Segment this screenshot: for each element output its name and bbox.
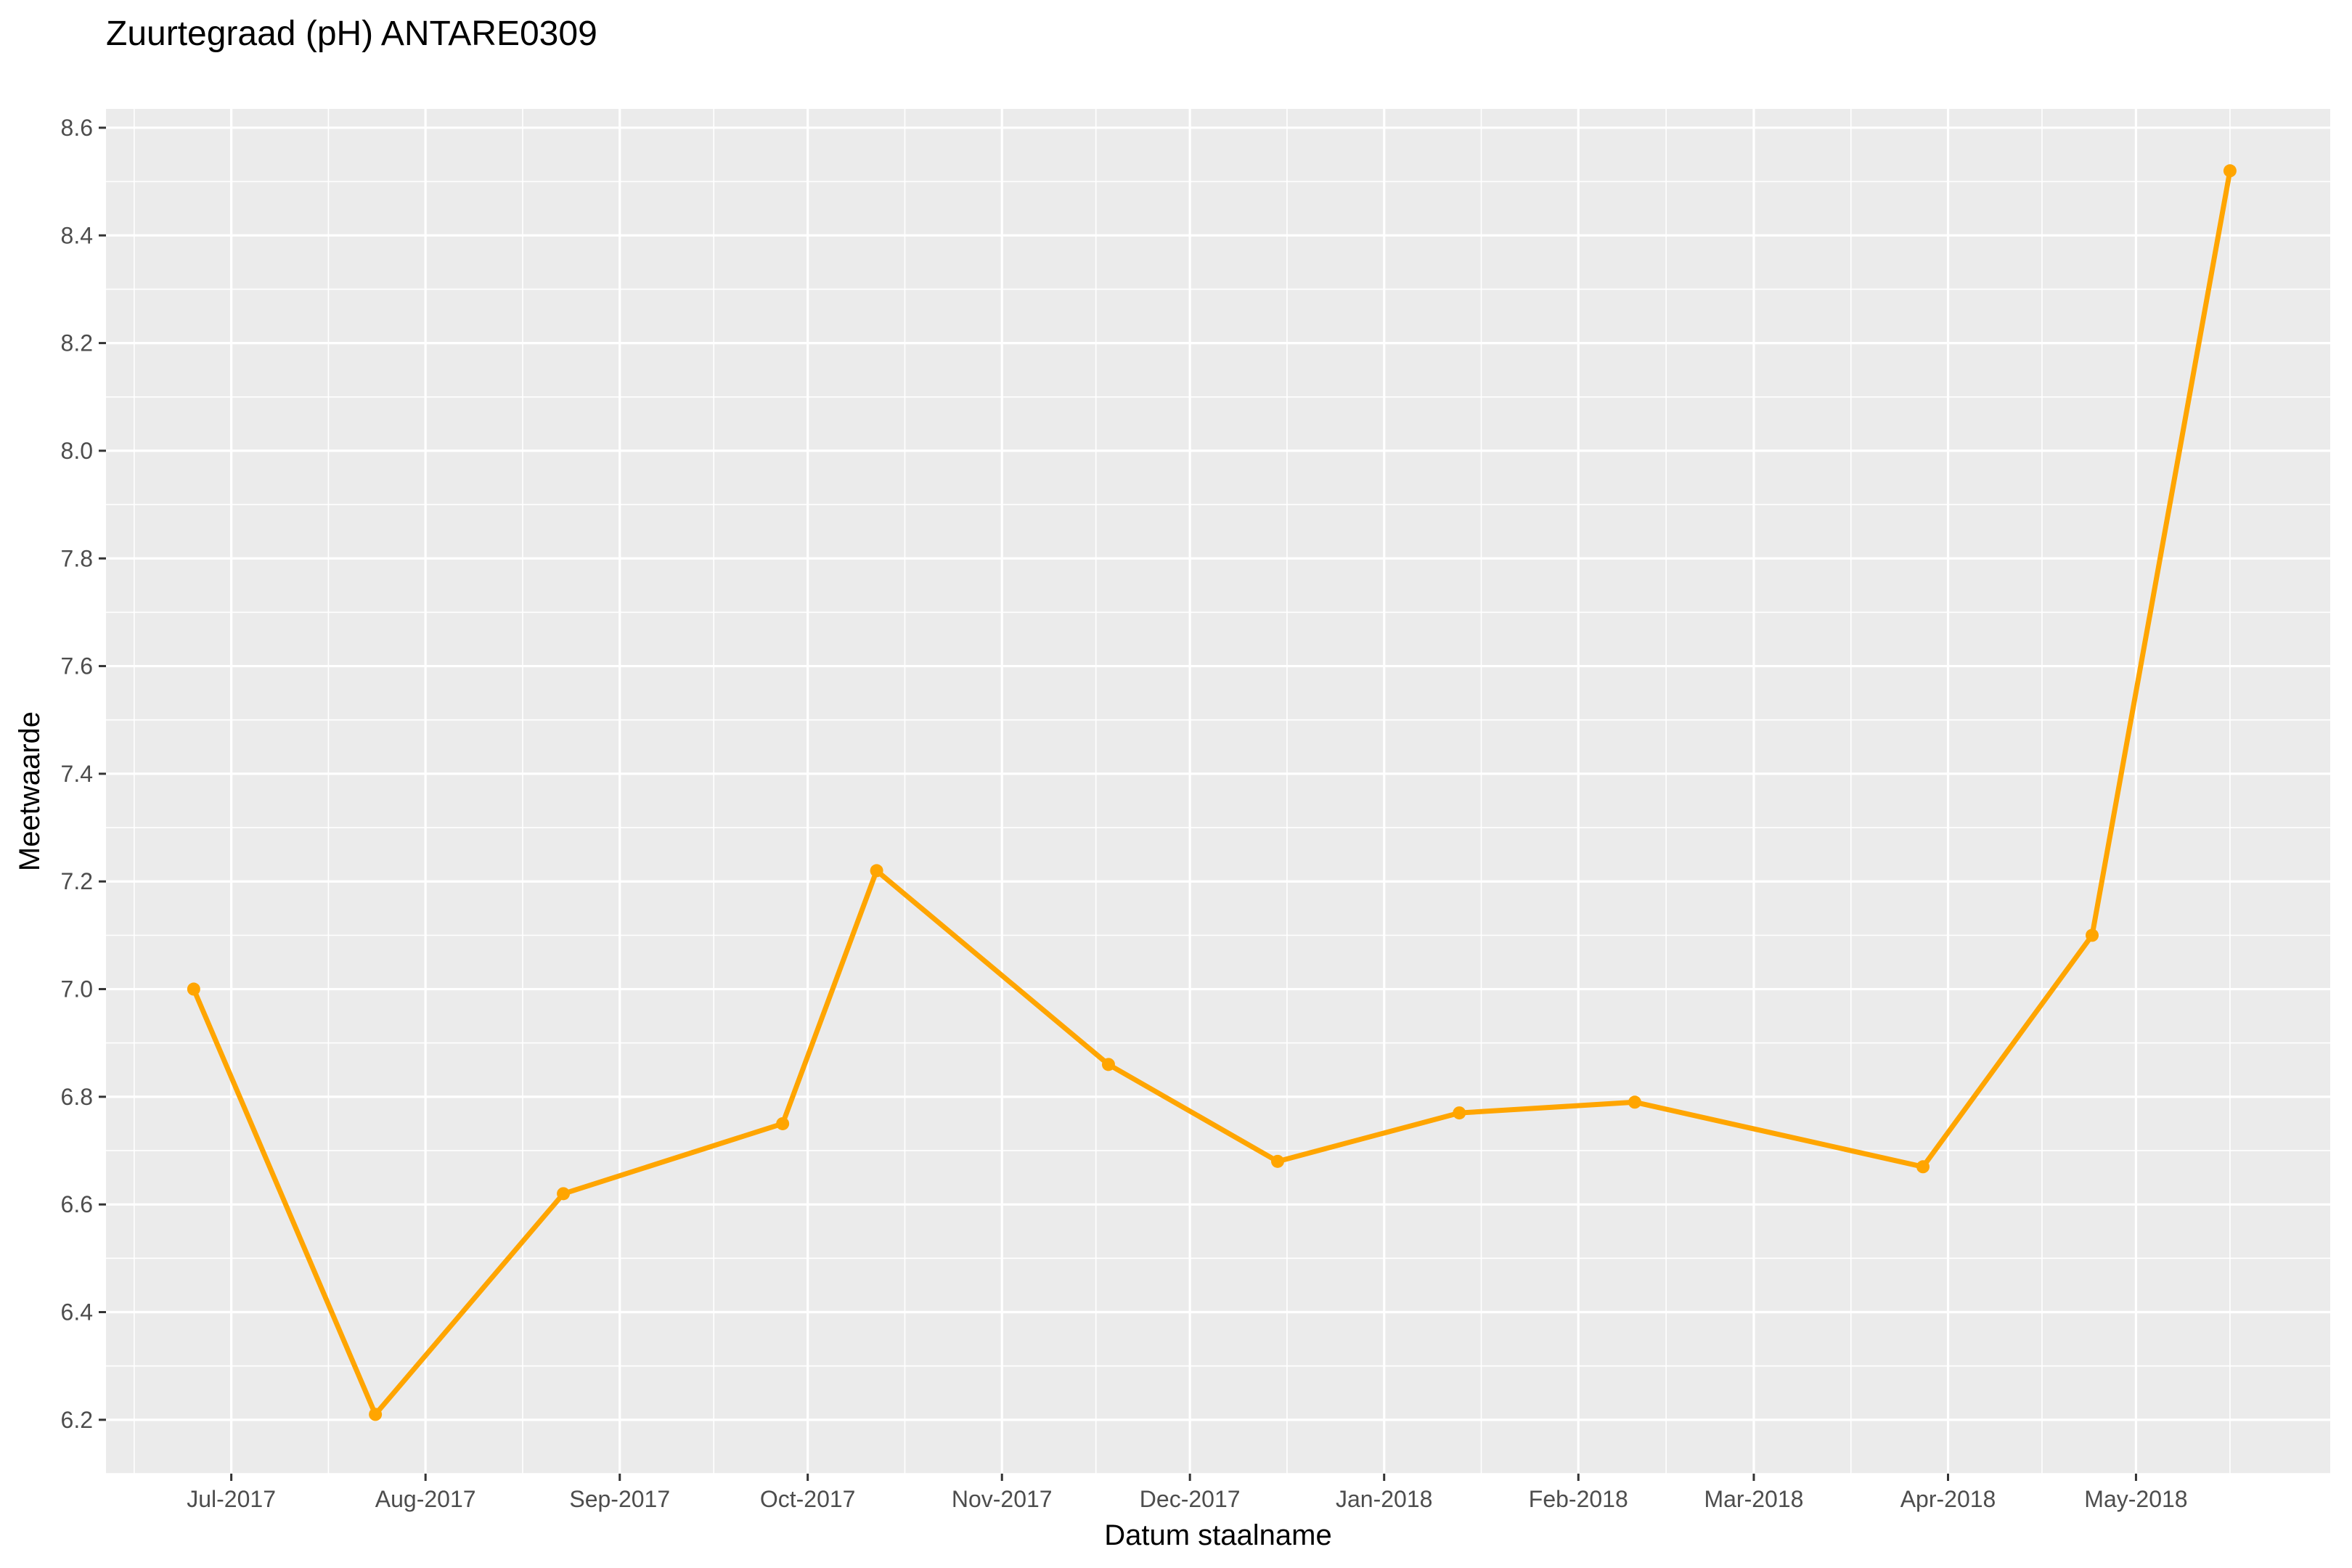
x-tick-label: Feb-2018 [1529, 1486, 1628, 1512]
data-point [776, 1116, 790, 1130]
x-axis: Jul-2017 Aug-2017 Sep-2017 Oct-2017 Nov-2017… [187, 1474, 2188, 1512]
x-axis-title: Datum staalname [1104, 1519, 1331, 1551]
data-point [187, 982, 200, 996]
y-tick-label: 6.2 [61, 1407, 93, 1433]
y-tick-label: 7.2 [61, 868, 93, 894]
series-line [191, 168, 2233, 1417]
data-point [1916, 1160, 1930, 1174]
x-tick-label: Dec-2017 [1140, 1486, 1241, 1512]
y-tick-label: 8.6 [61, 115, 93, 141]
data-point [870, 864, 883, 878]
chart-title: Zuurtegraad (pH) ANTARE0309 [106, 15, 597, 53]
x-tick-label: Jan-2018 [1336, 1486, 1432, 1512]
data-point [1101, 1058, 1115, 1071]
major-gridlines [106, 109, 2330, 1474]
x-tick-label: Sep-2017 [569, 1486, 670, 1512]
y-tick-label: 7.8 [61, 545, 93, 571]
y-tick-label: 7.0 [61, 976, 93, 1003]
y-tick-label: 8.4 [61, 222, 93, 248]
y-axis: 6.2 6.4 6.6 6.8 7.0 7.2 7.4 7.6 7.8 8.0 8.2 8.4 8.6 [61, 115, 106, 1433]
x-tick-label: Nov-2017 [952, 1486, 1053, 1512]
data-point [2223, 164, 2237, 178]
y-tick-label: 8.0 [61, 438, 93, 464]
data-point [1453, 1106, 1466, 1120]
data-point [2086, 928, 2099, 942]
x-tick-label: Aug-2017 [375, 1486, 476, 1512]
x-tick-label: May-2018 [2084, 1486, 2187, 1512]
minor-gridlines [106, 109, 2330, 1474]
x-tick-label: Apr-2018 [1900, 1486, 1996, 1512]
y-tick-label: 6.6 [61, 1191, 93, 1217]
y-tick-label: 6.8 [61, 1084, 93, 1110]
x-tick-label: Oct-2017 [760, 1486, 856, 1512]
y-tick-label: 7.6 [61, 653, 93, 679]
plot-panel [106, 109, 2330, 1474]
data-point [1628, 1095, 1641, 1109]
data-point [1270, 1154, 1284, 1168]
x-tick-label: Mar-2018 [1704, 1486, 1803, 1512]
y-tick-label: 6.4 [61, 1299, 93, 1326]
y-axis-title: Meetwaarde [14, 711, 46, 871]
y-tick-label: 7.4 [61, 761, 93, 787]
data-point [369, 1408, 383, 1421]
y-tick-label: 8.2 [61, 330, 93, 356]
x-tick-label: Jul-2017 [187, 1486, 276, 1512]
series-layer [187, 164, 2237, 1421]
data-point [557, 1187, 571, 1201]
